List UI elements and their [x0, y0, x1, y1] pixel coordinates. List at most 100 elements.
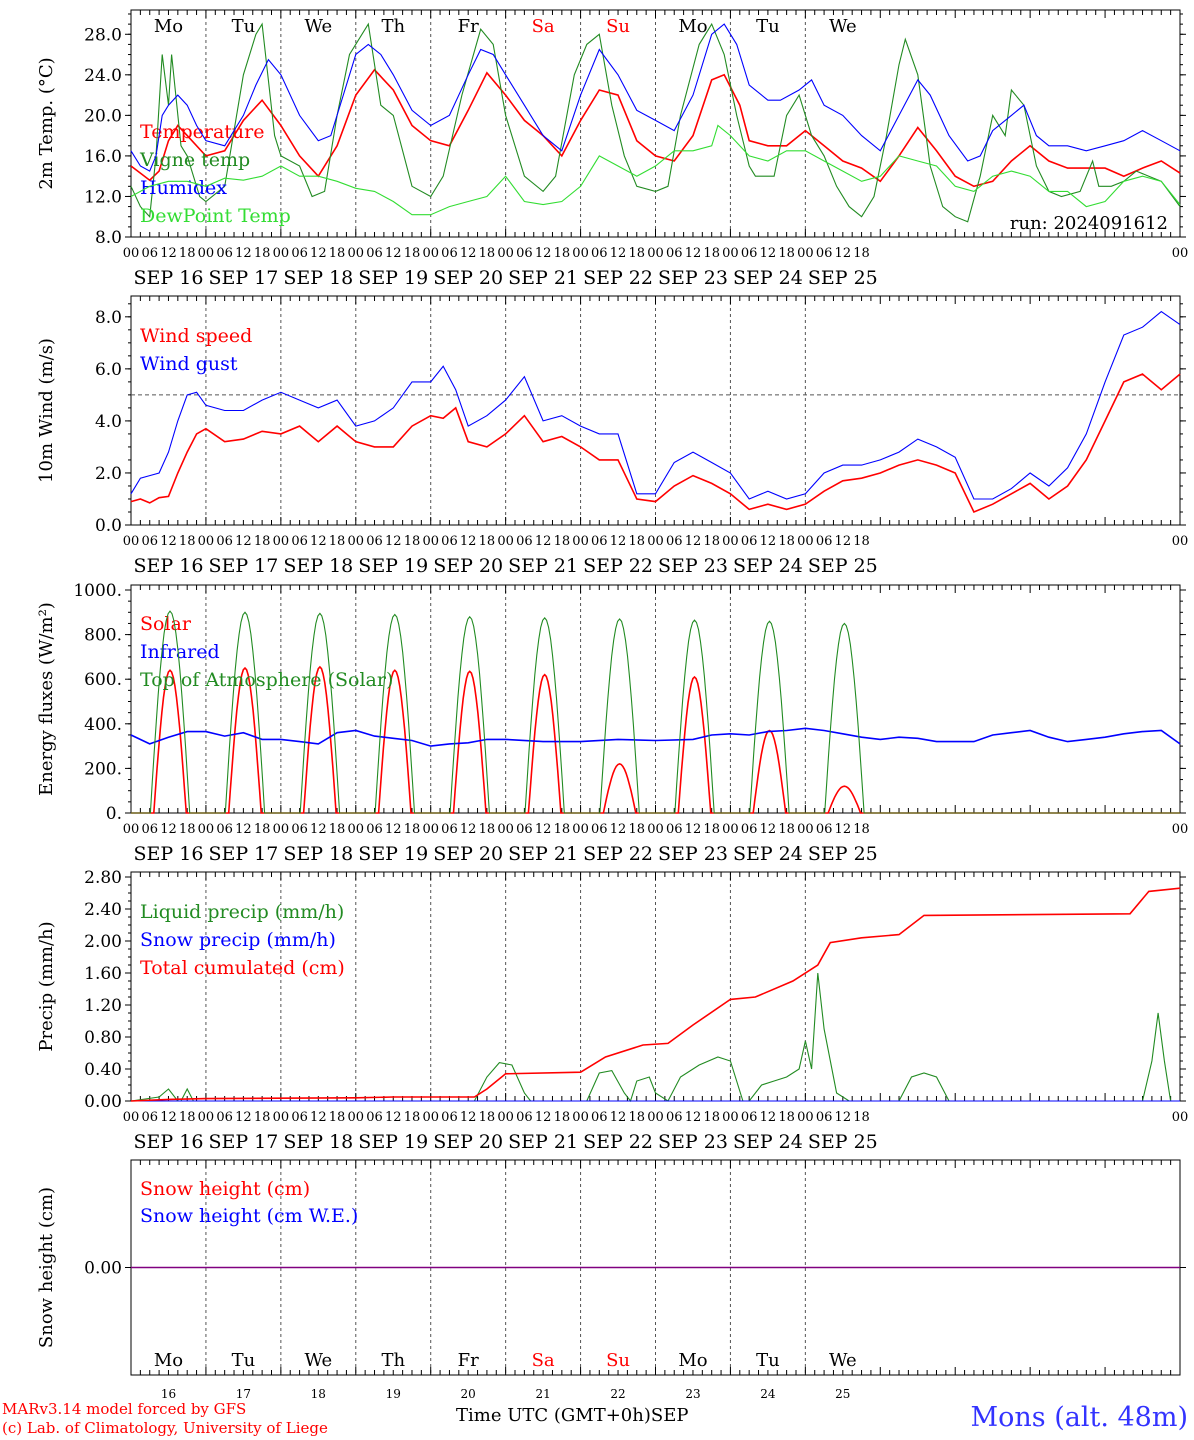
- hour-tick-label: 18: [628, 822, 645, 837]
- legend-entry: Wind gust: [140, 353, 238, 375]
- day-number: 17: [236, 1387, 251, 1401]
- hour-tick-label: 12: [310, 246, 327, 261]
- hour-tick-label: 06: [291, 822, 308, 837]
- hour-tick-label: 00: [422, 1110, 439, 1125]
- hour-tick-label: 12: [310, 822, 327, 837]
- date-label: SEP 19: [358, 267, 428, 289]
- hour-tick-label: 18: [628, 534, 645, 549]
- day-label-top: Su: [606, 16, 630, 37]
- y-tick-label: 1000.: [73, 581, 122, 601]
- series-line-infrared: [130, 727, 1181, 747]
- day-number: 23: [685, 1387, 700, 1401]
- date-label: SEP 25: [808, 843, 878, 865]
- hour-tick-label: 18: [179, 534, 196, 549]
- hour-tick-label: 06: [141, 246, 158, 261]
- hour-tick-label: 18: [329, 246, 346, 261]
- hour-tick-label: 18: [404, 246, 421, 261]
- y-tick-label: 20.0: [84, 106, 122, 126]
- hour-tick-label: 00: [273, 822, 290, 837]
- y-axis-label: Snow height (cm): [36, 1187, 57, 1348]
- hour-tick-label: 06: [141, 1110, 158, 1125]
- date-label: SEP 18: [283, 1131, 353, 1153]
- date-label: SEP 17: [208, 1131, 278, 1153]
- date-label: SEP 17: [208, 267, 278, 289]
- date-label: SEP 22: [583, 267, 653, 289]
- y-axis-label: 10m Wind (m/s): [36, 338, 57, 483]
- day-label-bottom: Mo: [154, 1350, 183, 1371]
- hour-tick-label: 18: [254, 534, 271, 549]
- hour-tick-label: 12: [760, 246, 777, 261]
- hour-tick-label: 06: [666, 534, 683, 549]
- hour-tick-label: 00: [497, 534, 514, 549]
- day-number: 19: [386, 1387, 401, 1401]
- hour-tick-label: 18: [254, 1110, 271, 1125]
- day-number: 16: [161, 1387, 176, 1401]
- date-label: SEP 23: [658, 267, 728, 289]
- day-label-bottom: We: [829, 1350, 857, 1371]
- hour-tick-label: 18: [703, 822, 720, 837]
- chart-panel-4: 0.00 0.40 0.80 1.20 1.60 2.00 2.40 2.80 Precip (…: [36, 868, 1188, 1153]
- date-label: SEP 19: [358, 555, 428, 577]
- day-label-top: We: [829, 16, 857, 37]
- day-label-top: Th: [381, 16, 405, 37]
- legend-entry: Snow height (cm W.E.): [140, 1205, 358, 1227]
- hour-tick-label: 18: [479, 534, 496, 549]
- hour-tick-label: 12: [460, 822, 477, 837]
- day-label-bottom: Tu: [232, 1350, 256, 1371]
- hour-tick-label: 00: [722, 822, 739, 837]
- y-tick-label: 200.: [84, 759, 122, 779]
- hour-tick-label: 18: [853, 534, 870, 549]
- hour-tick-label: 06: [141, 534, 158, 549]
- date-label: SEP 23: [658, 555, 728, 577]
- hour-tick-label: 18: [853, 1110, 870, 1125]
- lab-credit: (c) Lab. of Climatology, University of L…: [2, 1419, 328, 1437]
- hour-tick-label: 06: [666, 822, 683, 837]
- hour-tick-label: 00: [1172, 822, 1189, 837]
- hour-tick-label: 12: [610, 1110, 627, 1125]
- date-label: SEP 22: [583, 555, 653, 577]
- hour-tick-label: 18: [404, 1110, 421, 1125]
- series-line-liquid-precip-mm-h-: [130, 972, 1180, 1103]
- hour-tick-label: 18: [179, 1110, 196, 1125]
- hour-tick-label: 06: [516, 534, 533, 549]
- day-number: 18: [311, 1387, 326, 1401]
- hour-tick-label: 00: [198, 1110, 215, 1125]
- day-label-top: Mo: [678, 16, 707, 37]
- series-line-temperature: [130, 68, 1181, 188]
- series-line-wind-speed: [130, 373, 1181, 514]
- y-tick-label: 0.80: [84, 1028, 122, 1048]
- hour-tick-label: 06: [216, 1110, 233, 1125]
- hour-tick-label: 12: [310, 534, 327, 549]
- hour-tick-label: 00: [348, 822, 365, 837]
- hour-tick-label: 00: [572, 822, 589, 837]
- hour-tick-label: 12: [685, 1110, 702, 1125]
- day-label-bottom: Mo: [678, 1350, 707, 1371]
- y-tick-label: 8.0: [95, 308, 122, 328]
- hour-tick-label: 12: [385, 822, 402, 837]
- hour-tick-label: 06: [291, 534, 308, 549]
- hour-tick-label: 00: [797, 246, 814, 261]
- date-label: SEP 25: [808, 267, 878, 289]
- hour-tick-label: 00: [497, 822, 514, 837]
- hour-tick-label: 12: [535, 1110, 552, 1125]
- chart-panel-3: 0. 200. 400. 600. 800. 1000. Energy fluxes (W/…: [36, 581, 1188, 865]
- series-line-wind-gust: [130, 310, 1181, 500]
- run-annotation: run: 2024091612: [1010, 213, 1168, 234]
- day-label-bottom: Th: [381, 1350, 405, 1371]
- hour-tick-label: 06: [216, 534, 233, 549]
- hour-tick-label: 06: [816, 534, 833, 549]
- hour-tick-label: 06: [516, 246, 533, 261]
- hour-tick-label: 00: [273, 1110, 290, 1125]
- date-label: SEP 17: [208, 843, 278, 865]
- hour-tick-label: 00: [647, 822, 664, 837]
- hour-tick-label: 12: [235, 822, 252, 837]
- day-label-bottom: Sa: [532, 1350, 555, 1371]
- hour-tick-label: 00: [198, 246, 215, 261]
- chart-panel-2: 0.0 2.0 4.0 6.0 8.0 10m Wind (m/s) Wind speed W…: [36, 295, 1188, 577]
- date-label: SEP 16: [134, 267, 204, 289]
- hour-tick-label: 12: [760, 1110, 777, 1125]
- day-label-top: Fr: [458, 16, 479, 37]
- hour-tick-label: 06: [366, 534, 383, 549]
- y-tick-label: 0.: [106, 804, 122, 824]
- date-label: SEP 19: [358, 1131, 428, 1153]
